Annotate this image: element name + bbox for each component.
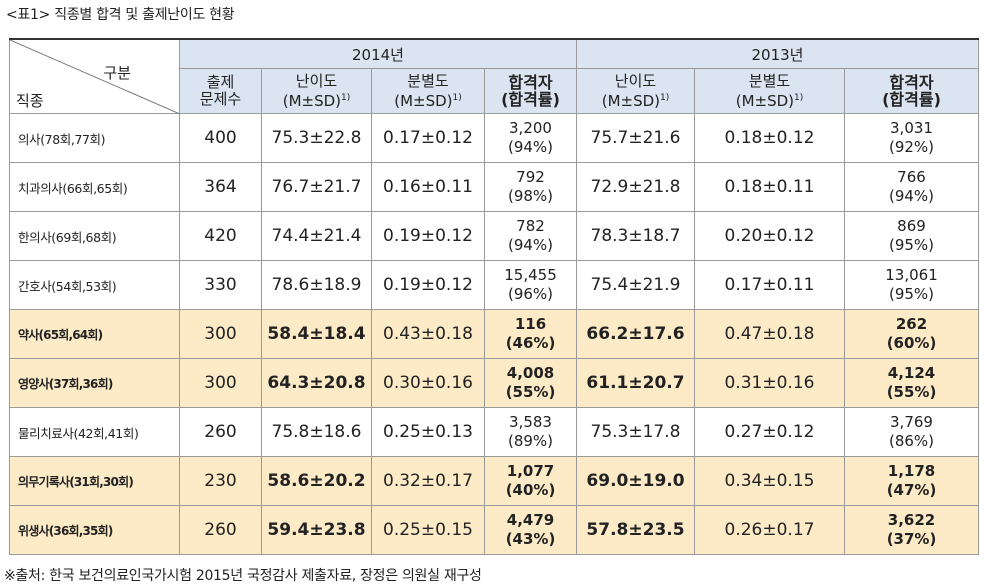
difficulty-2013: 75.4±21.9	[576, 260, 695, 310]
discrimination-2013: 0.27±0.12	[694, 407, 845, 457]
year-2014-header: 2014년	[179, 38, 577, 69]
job-name: 의무기록사(31회,30회)	[9, 456, 180, 506]
difficulty-2014: 74.4±21.4	[261, 211, 372, 261]
question-count-header: 출제 문제수	[179, 68, 262, 114]
discrimination-2013: 0.18±0.12	[694, 113, 845, 163]
pass-2013: 869 (95%)	[844, 211, 979, 261]
job-name: 한의사(69회,68회)	[9, 211, 180, 261]
difficulty-2013: 75.7±21.6	[576, 113, 695, 163]
table-row: 의사(78회,77회) 400 75.3±22.8 0.17±0.12 3,20…	[9, 113, 979, 163]
discrimination-2014: 0.32±0.17	[371, 456, 485, 506]
pass-2014: 792 (98%)	[484, 162, 577, 212]
question-count: 230	[179, 456, 262, 506]
pass-2014: 3,583 (89%)	[484, 407, 577, 457]
corner-bottom-label: 직종	[16, 92, 44, 110]
job-name: 약사(65회,64회)	[9, 309, 180, 359]
pass-2014: 782 (94%)	[484, 211, 577, 261]
discrimination-2014: 0.43±0.18	[371, 309, 485, 359]
difficulty-2014: 75.3±22.8	[261, 113, 372, 163]
discrimination-2014-header: 분별도 (M±SD)1)	[371, 68, 485, 114]
pass-2013: 3,031 (92%)	[844, 113, 979, 163]
table-row: 간호사(54회,53회) 330 78.6±18.9 0.19±0.12 15,…	[9, 260, 979, 310]
pass-2013: 766 (94%)	[844, 162, 979, 212]
job-name: 치과의사(66회,65회)	[9, 162, 180, 212]
difficulty-2013: 78.3±18.7	[576, 211, 695, 261]
pass-2013: 4,124 (55%)	[844, 358, 979, 408]
question-count: 260	[179, 407, 262, 457]
pass-2013: 3,622 (37%)	[844, 505, 979, 555]
difficulty-2013: 57.8±23.5	[576, 505, 695, 555]
pass-2014: 4,479 (43%)	[484, 505, 577, 555]
difficulty-2013: 69.0±19.0	[576, 456, 695, 506]
discrimination-2014: 0.30±0.16	[371, 358, 485, 408]
job-name: 위생사(36회,35회)	[9, 505, 180, 555]
difficulty-2014: 58.4±18.4	[261, 309, 372, 359]
pass-2013: 1,178 (47%)	[844, 456, 979, 506]
difficulty-2014: 76.7±21.7	[261, 162, 372, 212]
job-name: 의사(78회,77회)	[9, 113, 180, 163]
pass-2014: 15,455 (96%)	[484, 260, 577, 310]
difficulty-2014: 58.6±20.2	[261, 456, 372, 506]
discrimination-2013: 0.18±0.11	[694, 162, 845, 212]
question-count: 400	[179, 113, 262, 163]
difficulty-2013-header: 난이도 (M±SD)1)	[576, 68, 695, 114]
question-count: 364	[179, 162, 262, 212]
table-row: 물리치료사(42회,41회) 260 75.8±18.6 0.25±0.13 3…	[9, 407, 979, 457]
question-count: 260	[179, 505, 262, 555]
discrimination-2013: 0.17±0.11	[694, 260, 845, 310]
table-row: 치과의사(66회,65회) 364 76.7±21.7 0.16±0.11 79…	[9, 162, 979, 212]
difficulty-2013: 72.9±21.8	[576, 162, 695, 212]
pass-2013: 3,769 (86%)	[844, 407, 979, 457]
exam-stats-table: 구분 직종 2014년 2013년 출제 문제수 난이도 (M±SD)1) 분별…	[9, 38, 979, 555]
discrimination-2013: 0.34±0.15	[694, 456, 845, 506]
pass-2014: 4,008 (55%)	[484, 358, 577, 408]
discrimination-2014: 0.17±0.12	[371, 113, 485, 163]
difficulty-2013: 75.3±17.8	[576, 407, 695, 457]
question-count: 330	[179, 260, 262, 310]
discrimination-2014: 0.16±0.11	[371, 162, 485, 212]
job-name: 물리치료사(42회,41회)	[9, 407, 180, 457]
table-caption: <표1> 직종별 합격 및 출제난이도 현황	[6, 7, 235, 23]
question-count: 420	[179, 211, 262, 261]
pass-2014: 116 (46%)	[484, 309, 577, 359]
discrimination-2014: 0.19±0.12	[371, 211, 485, 261]
difficulty-2014: 78.6±18.9	[261, 260, 372, 310]
pass-2013: 262 (60%)	[844, 309, 979, 359]
pass-2014: 3,200 (94%)	[484, 113, 577, 163]
discrimination-2013: 0.26±0.17	[694, 505, 845, 555]
pass-2014: 1,077 (40%)	[484, 456, 577, 506]
difficulty-2013: 66.2±17.6	[576, 309, 695, 359]
discrimination-2013: 0.31±0.16	[694, 358, 845, 408]
discrimination-2013-header: 분별도 (M±SD)1)	[694, 68, 845, 114]
year-2013-header: 2013년	[576, 38, 979, 69]
job-name: 영양사(37회,36회)	[9, 358, 180, 408]
pass-2013-header: 합격자 (합격률)	[844, 68, 979, 114]
discrimination-2014: 0.25±0.15	[371, 505, 485, 555]
pass-2014-header: 합격자 (합격률)	[484, 68, 577, 114]
table-row-highlighted: 영양사(37회,36회) 300 64.3±20.8 0.30±0.16 4,0…	[9, 358, 979, 408]
difficulty-2014: 64.3±20.8	[261, 358, 372, 408]
corner-diagonal	[10, 40, 180, 114]
table-row-highlighted: 약사(65회,64회) 300 58.4±18.4 0.43±0.18 116(…	[9, 309, 979, 359]
discrimination-2014: 0.19±0.12	[371, 260, 485, 310]
table-row-highlighted: 의무기록사(31회,30회) 230 58.6±20.2 0.32±0.17 1…	[9, 456, 979, 506]
pass-2013: 13,061 (95%)	[844, 260, 979, 310]
discrimination-2014: 0.25±0.13	[371, 407, 485, 457]
corner-header-cell: 구분 직종	[9, 38, 180, 114]
discrimination-2013: 0.20±0.12	[694, 211, 845, 261]
table-row: 한의사(69회,68회) 420 74.4±21.4 0.19±0.12 782…	[9, 211, 979, 261]
job-name: 간호사(54회,53회)	[9, 260, 180, 310]
question-count: 300	[179, 358, 262, 408]
corner-top-label: 구분	[103, 64, 131, 82]
difficulty-2014-header: 난이도 (M±SD)1)	[261, 68, 372, 114]
difficulty-2014: 59.4±23.8	[261, 505, 372, 555]
question-count: 300	[179, 309, 262, 359]
difficulty-2014: 75.8±18.6	[261, 407, 372, 457]
source-footnote: ※출처: 한국 보건의료인국가시험 2015년 국정감사 제출자료, 장정은 의…	[4, 568, 482, 584]
difficulty-2013: 61.1±20.7	[576, 358, 695, 408]
discrimination-2013: 0.47±0.18	[694, 309, 845, 359]
table-row-highlighted: 위생사(36회,35회) 260 59.4±23.8 0.25±0.15 4,4…	[9, 505, 979, 555]
